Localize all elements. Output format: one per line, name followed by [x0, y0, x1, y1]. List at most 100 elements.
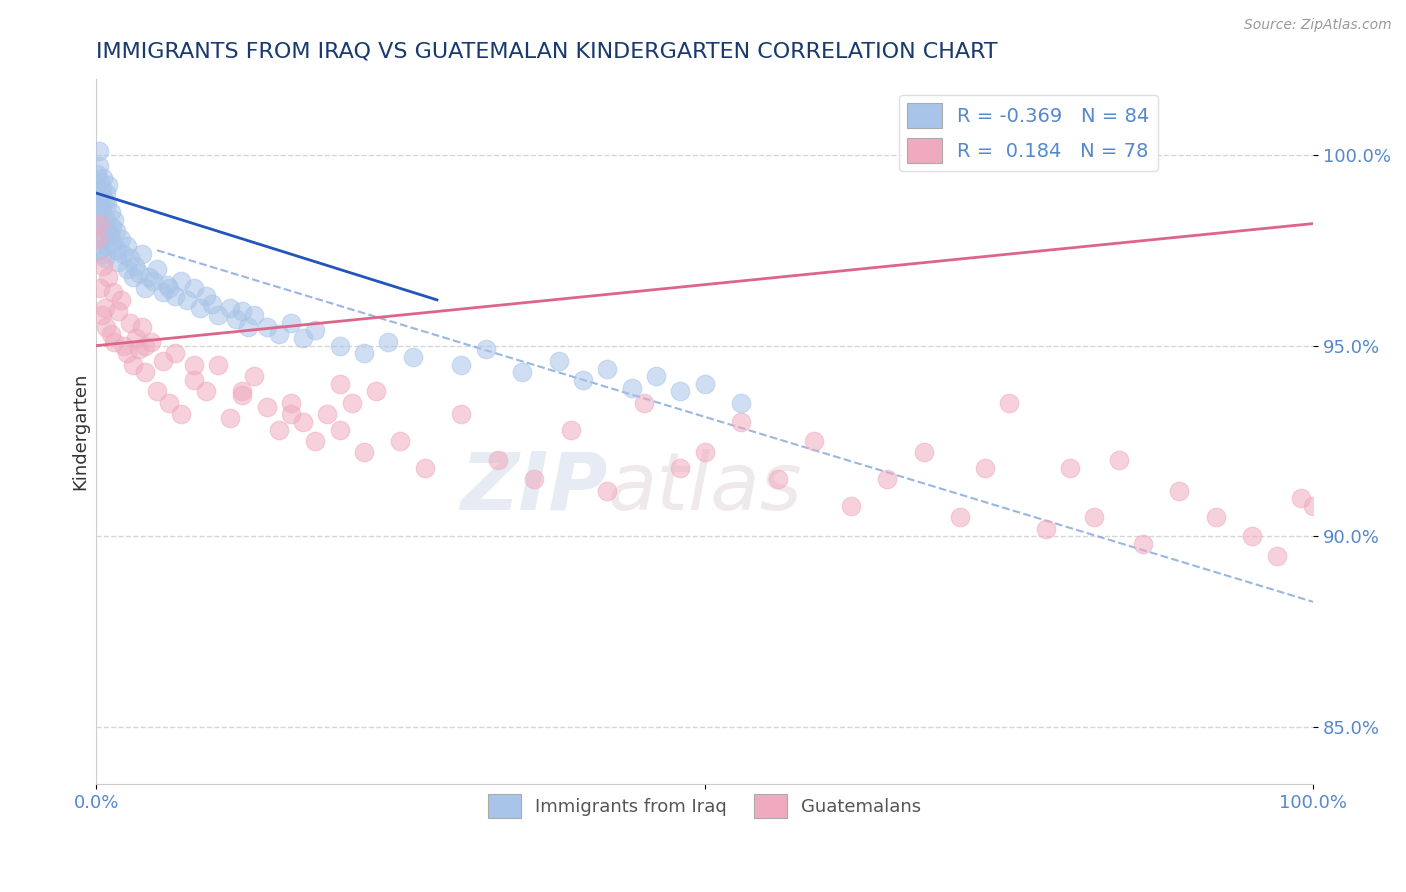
Point: [949, 510, 972, 524]
Point: [125, 331, 148, 345]
Point: [183, 358, 205, 372]
Point: [207, 308, 229, 322]
Point: [146, 384, 169, 399]
Point: [165, 289, 187, 303]
Point: [474, 343, 496, 357]
Point: [120, 316, 142, 330]
Point: [1083, 510, 1105, 524]
Point: [146, 262, 169, 277]
Point: [329, 376, 352, 391]
Point: [115, 346, 138, 360]
Point: [1289, 491, 1312, 506]
Point: [87, 227, 110, 242]
Point: [292, 415, 315, 429]
Point: [231, 384, 253, 399]
Point: [90, 209, 112, 223]
Point: [973, 460, 995, 475]
Point: [90, 232, 112, 246]
Point: [91, 247, 114, 261]
Point: [450, 408, 472, 422]
Legend: Immigrants from Iraq, Guatemalans: Immigrants from Iraq, Guatemalans: [481, 787, 928, 825]
Point: [176, 293, 198, 307]
Point: [97, 178, 120, 193]
Point: [86, 194, 108, 208]
Point: [510, 365, 533, 379]
Point: [1035, 522, 1057, 536]
Point: [103, 235, 125, 250]
Point: [201, 296, 224, 310]
Point: [523, 472, 546, 486]
Point: [87, 217, 110, 231]
Point: [156, 277, 179, 292]
Point: [89, 281, 111, 295]
Point: [86, 232, 108, 246]
Point: [104, 224, 127, 238]
Point: [256, 319, 278, 334]
Point: [165, 346, 187, 360]
Text: ZIP: ZIP: [460, 449, 607, 527]
Point: [238, 319, 260, 334]
Point: [1168, 483, 1191, 498]
Point: [645, 369, 668, 384]
Point: [103, 212, 125, 227]
Point: [98, 227, 121, 242]
Point: [1205, 510, 1227, 524]
Point: [131, 247, 153, 261]
Point: [304, 323, 326, 337]
Point: [280, 396, 302, 410]
Point: [1059, 460, 1081, 475]
Point: [170, 408, 193, 422]
Point: [876, 472, 898, 486]
Point: [93, 259, 115, 273]
Point: [316, 408, 339, 422]
Point: [1132, 537, 1154, 551]
Point: [111, 247, 134, 261]
Point: [231, 388, 253, 402]
Point: [134, 339, 156, 353]
Point: [157, 281, 180, 295]
Point: [803, 434, 825, 448]
Point: [231, 304, 253, 318]
Point: [596, 483, 619, 498]
Point: [97, 224, 120, 238]
Point: [1302, 499, 1324, 513]
Point: [450, 358, 472, 372]
Point: [152, 285, 174, 300]
Point: [93, 301, 115, 315]
Text: IMMIGRANTS FROM IRAQ VS GUATEMALAN KINDERGARTEN CORRELATION CHART: IMMIGRANTS FROM IRAQ VS GUATEMALAN KINDE…: [96, 42, 998, 62]
Point: [170, 274, 193, 288]
Point: [115, 239, 138, 253]
Point: [340, 396, 363, 410]
Point: [188, 301, 211, 315]
Point: [730, 396, 752, 410]
Point: [353, 445, 375, 459]
Point: [94, 319, 117, 334]
Point: [90, 186, 112, 200]
Point: [486, 453, 509, 467]
Point: [134, 365, 156, 379]
Point: [124, 259, 146, 273]
Point: [91, 182, 114, 196]
Point: [105, 244, 128, 258]
Point: [128, 343, 150, 357]
Point: [152, 354, 174, 368]
Point: [219, 411, 242, 425]
Point: [1265, 549, 1288, 563]
Point: [100, 327, 122, 342]
Point: [128, 266, 150, 280]
Point: [94, 186, 117, 200]
Point: [1108, 453, 1130, 467]
Point: [280, 408, 302, 422]
Text: Source: ZipAtlas.com: Source: ZipAtlas.com: [1244, 18, 1392, 32]
Point: [243, 308, 266, 322]
Point: [389, 434, 412, 448]
Point: [134, 281, 156, 295]
Point: [112, 339, 135, 353]
Point: [138, 270, 160, 285]
Point: [121, 358, 143, 372]
Point: [401, 350, 423, 364]
Point: [839, 499, 862, 513]
Point: [243, 369, 266, 384]
Point: [194, 384, 217, 399]
Point: [157, 396, 180, 410]
